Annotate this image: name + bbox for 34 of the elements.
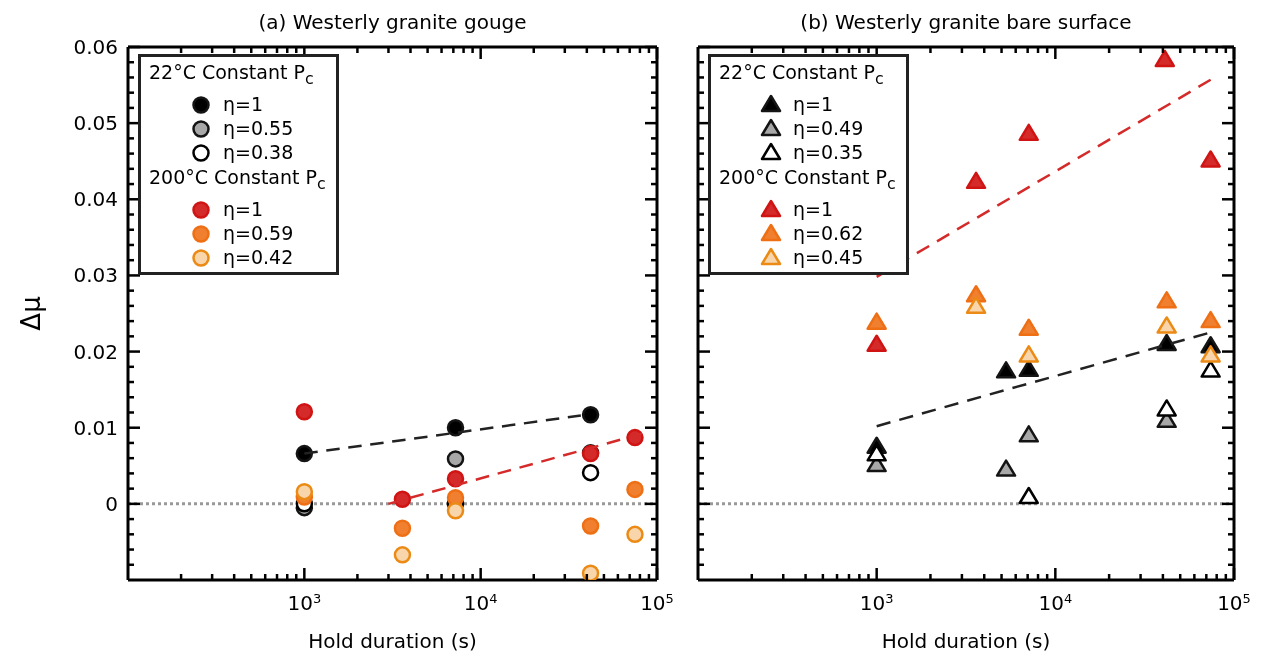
y-tick-label: 0.01: [73, 415, 118, 440]
legend-label: η=1: [793, 91, 834, 117]
legend-label: η=0.62: [793, 220, 864, 246]
y-tick-label: 0.03: [73, 263, 118, 288]
annotation: 200°C Constant P$_{c}$: [719, 164, 896, 195]
annotation: 22°C Constant P$_{c}$: [149, 60, 315, 90]
legend-label: η=1: [793, 196, 834, 222]
x-tick-label: 10$^{5}$: [640, 590, 674, 615]
legend-label: η=0.59: [223, 220, 294, 246]
y-tick-label: 0.02: [73, 339, 118, 364]
legend-label: η=0.45: [793, 244, 864, 270]
x-tick-label: 10$^{3}$: [859, 590, 894, 615]
x-tick-label: 10$^{4}$: [1038, 590, 1073, 615]
legend-label: η=0.49: [793, 115, 864, 141]
x-tick-label: 10$^{3}$: [287, 590, 322, 615]
legend-label: η=0.42: [223, 244, 294, 270]
x-axis-title: Hold duration (s): [881, 629, 1051, 653]
legend-label: η=1: [223, 196, 264, 222]
y-tick-label: 0.06: [73, 35, 118, 59]
y-tick-label: 0.04: [73, 187, 118, 212]
x-tick-label: 10$^{5}$: [1217, 590, 1251, 615]
chart-title: (a) Westerly granite gouge: [257, 10, 528, 34]
annotation: 22°C Constant P$_{c}$: [719, 60, 885, 90]
legend-label: η=0.35: [793, 139, 864, 165]
x-tick-label: 10$^{4}$: [463, 590, 498, 615]
y-tick-label: 0: [105, 491, 118, 516]
y-tick-label: 0.05: [73, 111, 118, 136]
y-axis-title: Δμ: [16, 296, 46, 331]
legend-label: η=0.55: [223, 115, 294, 141]
annotation: 200°C Constant P$_{c}$: [149, 164, 326, 195]
legend-label: η=0.38: [223, 139, 294, 165]
chart-title: (b) Westerly granite bare surface: [799, 10, 1133, 34]
x-axis-title: Hold duration (s): [308, 629, 477, 653]
legend-label: η=1: [223, 91, 264, 117]
